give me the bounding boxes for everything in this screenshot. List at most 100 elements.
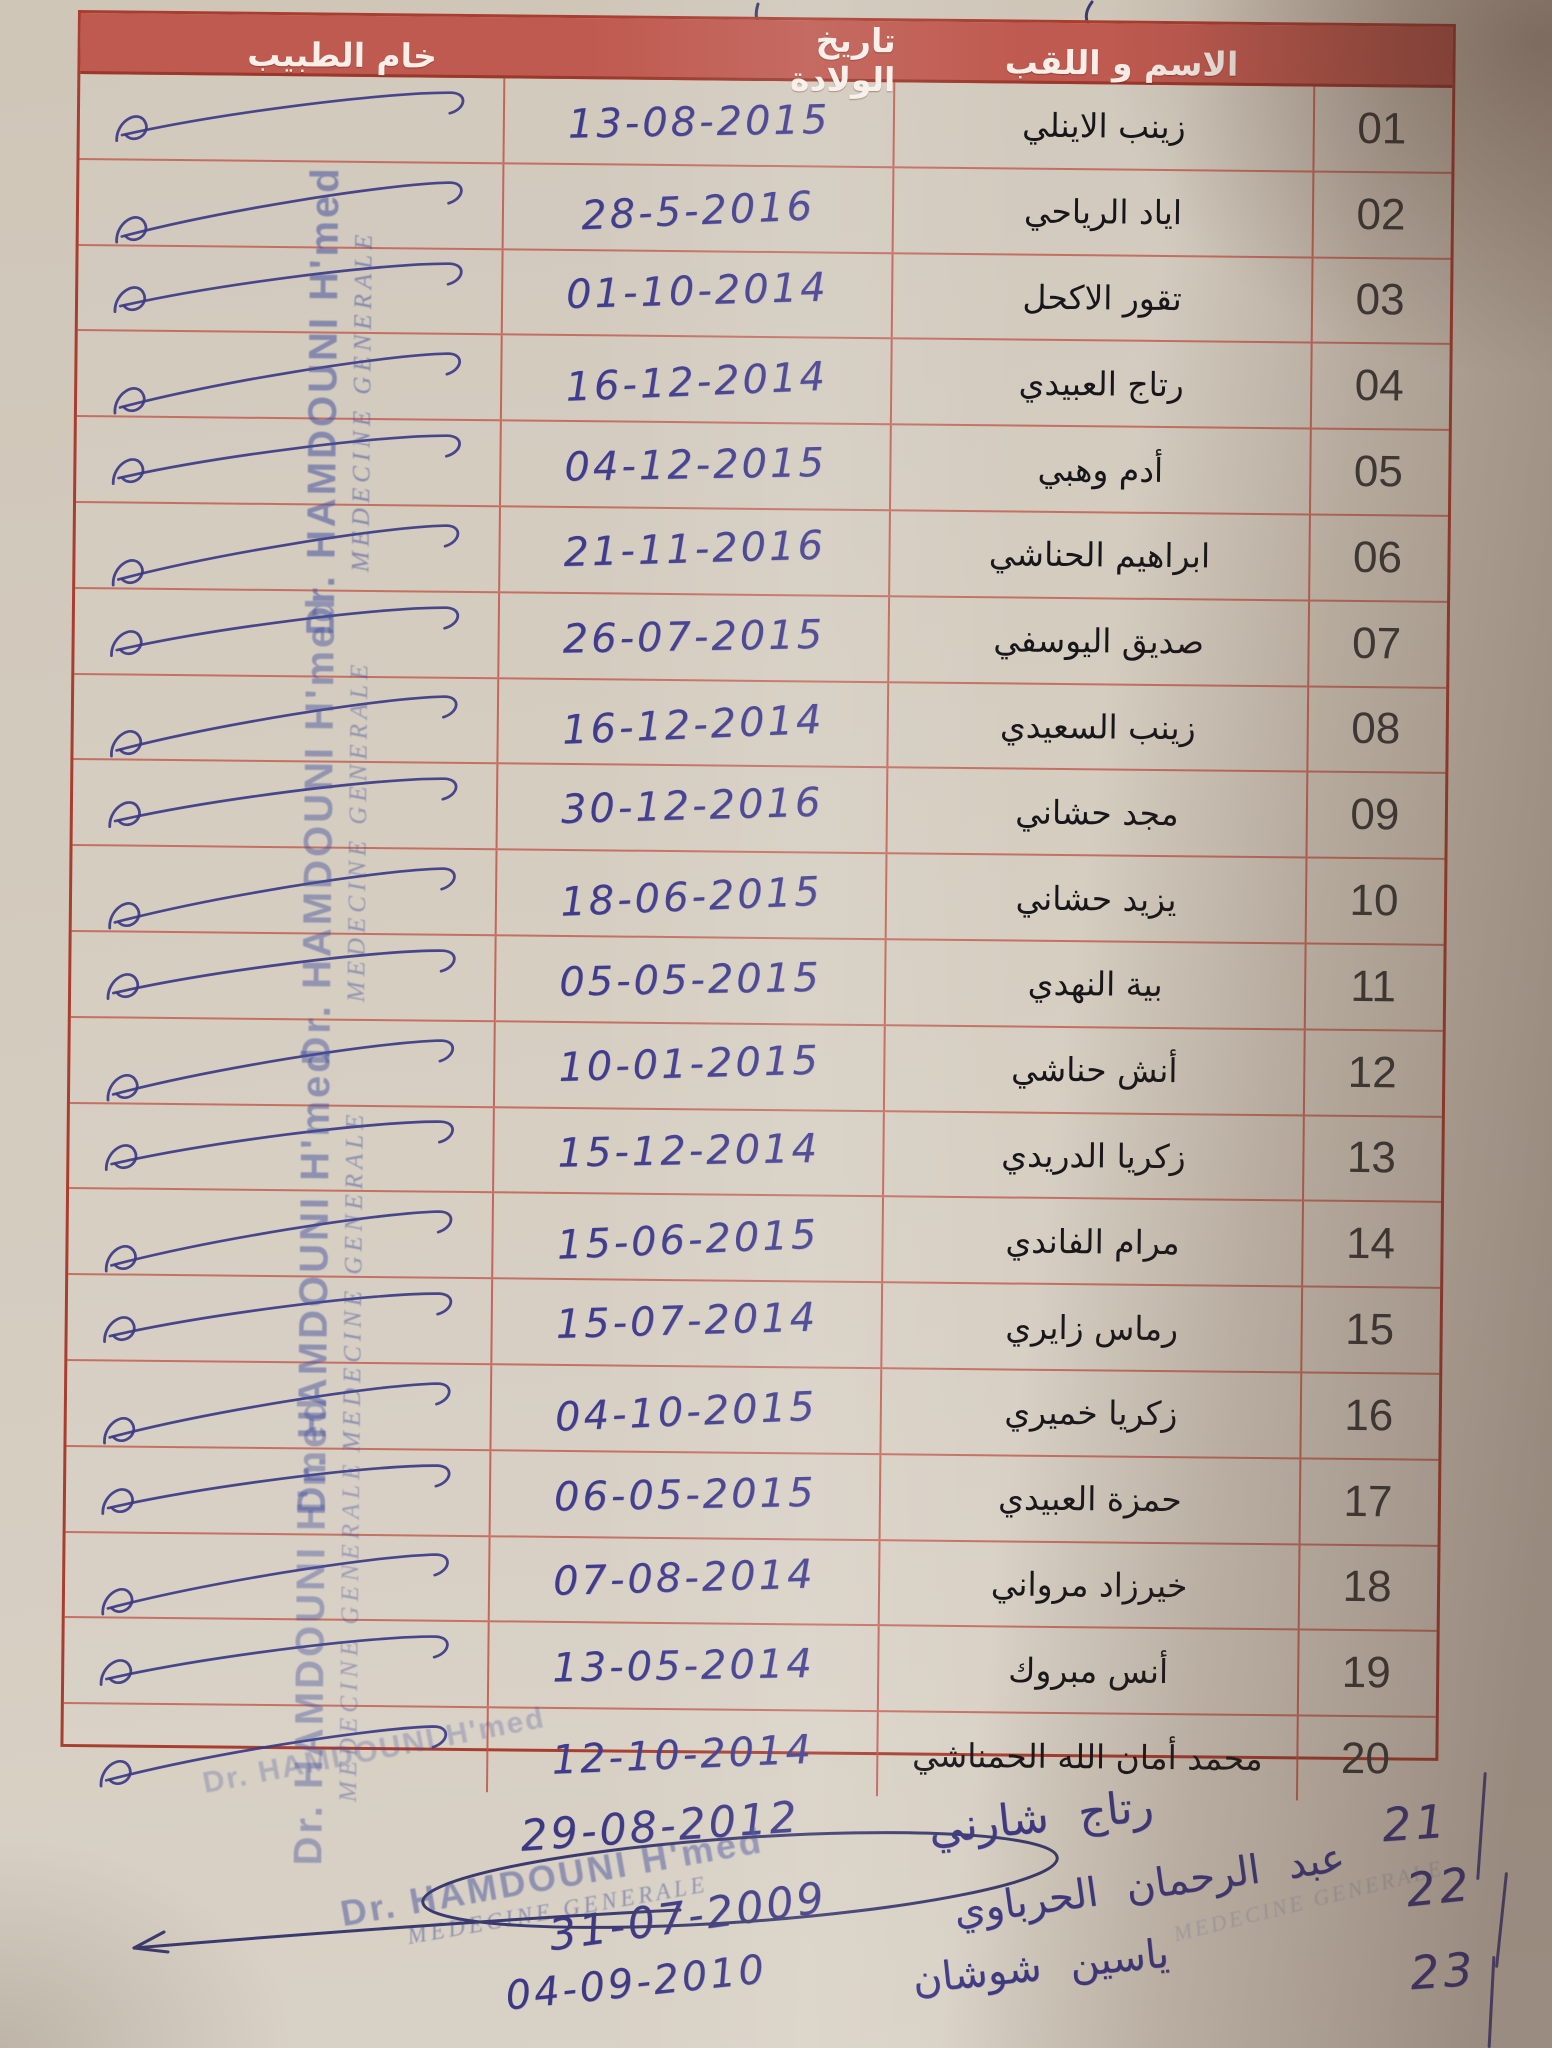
doctor-signature-cell [68, 1189, 492, 1277]
table-row: 16-12-2014 زينب السعيدي 08 [73, 672, 1447, 773]
table-row: 06-05-2015 حمزة العبيدي 17 [65, 1444, 1439, 1545]
signature-scribble [104, 1210, 453, 1273]
birth-date-cell: 05-05-2015 [493, 936, 887, 1024]
birth-date-cell: 12-10-2014 [485, 1708, 879, 1797]
table-row: 04-10-2015 زكريا خميري 16 [66, 1358, 1440, 1459]
birth-date-value: 18-06-2015 [559, 868, 824, 926]
patient-table: خام الطبيب تاريخ الولادة الاسم و اللقب 1… [60, 10, 1456, 1866]
birth-date-value: 04-12-2015 [563, 440, 828, 491]
row-number-cell: 18 [1297, 1544, 1435, 1631]
row-number-cell: 05 [1308, 429, 1446, 515]
table-row: 13-08-2015 زينب الاينلي 01 [80, 74, 1453, 172]
signature-scribble [106, 949, 456, 1000]
doctor-signature-cell [70, 1018, 494, 1106]
row-number-cell: 09 [1305, 772, 1443, 859]
birth-date-value: 28-5-2016 [580, 183, 817, 239]
signature-scribble [106, 1038, 455, 1102]
birth-date-cell: 28-5-2016 [501, 164, 895, 252]
name-value: أنس مبروك [1008, 1650, 1169, 1691]
row-number: 19 [1341, 1648, 1391, 1698]
birth-date-value: 01-10-2014 [565, 265, 829, 319]
birth-date-value: 13-05-2014 [551, 1641, 815, 1692]
row-number-cell: 13 [1302, 1116, 1439, 1202]
name-value: اياد الرياحي [1023, 191, 1183, 233]
table-row: 30-12-2016 مجد حشاني 09 [72, 758, 1446, 859]
name-cell: أنش حناشي [885, 1026, 1304, 1114]
signature-scribble [111, 434, 461, 486]
birth-date-cell: 10-01-2015 [492, 1022, 886, 1110]
table-row: 15-07-2014 رماس زايري 15 [67, 1273, 1441, 1373]
signature-scribble [110, 695, 458, 759]
birth-date-cell: 16-12-2014 [496, 678, 890, 767]
row-number-cell: 14 [1301, 1201, 1438, 1287]
birth-date-value: 16-12-2014 [564, 354, 829, 412]
doctor-signature-cell [66, 1447, 490, 1535]
table-row: 26-07-2015 صديق اليوسفي 07 [74, 586, 1448, 687]
table-row: 28-5-2016 اياد الرياحي 02 [78, 157, 1452, 258]
birth-date-value: 12-10-2014 [550, 1726, 815, 1784]
signature-scribble [99, 1725, 448, 1788]
name-value: مجد حشاني [1015, 792, 1179, 833]
birth-date-cell: 04-10-2015 [489, 1365, 883, 1453]
table-row: 21-11-2016 ابراهيم الحناشي 06 [75, 500, 1448, 601]
row-number-cell: 02 [1311, 172, 1449, 258]
row-number: 21 [1380, 1793, 1451, 1853]
signature-scribble [108, 777, 458, 829]
pen-stroke [1476, 1772, 1487, 1880]
doctor-signature-cell [74, 589, 498, 677]
name-cell: رتاج العبيدي [892, 340, 1311, 428]
table-row: 16-12-2014 رتاج العبيدي 04 [76, 329, 1450, 430]
name-value: صديق اليوسفي [993, 620, 1205, 662]
row-number: 18 [1342, 1562, 1392, 1612]
name-cell: زينب الاينلي [894, 82, 1313, 170]
name-value: زكريا الدريدي [1001, 1135, 1186, 1177]
birth-date-cell: 13-08-2015 [502, 78, 896, 167]
name-value: يزيد حشاني [1015, 878, 1177, 919]
name-value: زكريا خميري [1004, 1392, 1178, 1434]
table-row: 15-06-2015 مرام الفاندي 14 [68, 1187, 1442, 1288]
row-number-cell: 20 [1295, 1716, 1433, 1802]
name-value: أنش حناشي [1010, 1049, 1178, 1091]
doctor-signature-cell [69, 1104, 493, 1192]
name-value: عبد الرحمان الحرباوي [950, 1834, 1348, 1936]
row-number: 14 [1345, 1219, 1396, 1269]
birth-date-value: 29-08-2012 [518, 1792, 802, 1862]
birth-date-cell: 15-06-2015 [491, 1193, 885, 1282]
row-number: 07 [1351, 618, 1402, 669]
row-number-cell: 06 [1308, 515, 1445, 601]
row-number-cell: 04 [1309, 343, 1447, 430]
doctor-signature-cell [79, 160, 503, 248]
signature-scribble [103, 1382, 451, 1445]
row-number-cell: 17 [1298, 1459, 1436, 1545]
birth-date-cell: 13-05-2014 [486, 1622, 880, 1711]
table-row: 15-12-2014 زكريا الدريدي 13 [69, 1101, 1442, 1202]
birth-date-value: 15-12-2014 [556, 1126, 821, 1178]
signature-scribble [113, 352, 461, 415]
name-cell: صديق اليوسفي [889, 597, 1308, 685]
row-number: 20 [1340, 1733, 1391, 1784]
name-value: أدم وهبي [1037, 449, 1164, 490]
row-number: 05 [1353, 447, 1404, 497]
table-row: 05-05-2015 بية النهدي 11 [70, 929, 1444, 1030]
name-value: تقور الاكحل [1022, 277, 1183, 319]
birth-date-value: 04-09-2010 [503, 1946, 770, 2020]
birth-date-cell: 21-11-2016 [498, 507, 891, 596]
name-value: خيرزاد مرواني [990, 1564, 1188, 1606]
table-row: 13-05-2014 أنس مبروك 19 [63, 1616, 1437, 1716]
signature-scribble [104, 1120, 454, 1172]
birth-date-cell: 16-12-2014 [499, 335, 893, 424]
birth-date-value: 05-05-2015 [558, 954, 822, 1006]
row-number: 22 [1403, 1856, 1476, 1918]
birth-date-cell: 06-05-2015 [488, 1450, 882, 1539]
name-cell: بية النهدي [886, 940, 1305, 1028]
signature-scribble [115, 91, 465, 142]
name-cell: مجد حشاني [888, 769, 1307, 857]
birth-date-cell: 01-10-2014 [500, 249, 894, 338]
birth-date-value: 15-06-2015 [555, 1211, 820, 1270]
doctor-signature-cell [77, 331, 501, 419]
name-value: ابراهيم الحناشي [988, 534, 1211, 576]
table-body: 13-08-2015 زينب الاينلي 01 28-5-2016 ايا… [63, 74, 1452, 1802]
birth-date-value: 21-11-2016 [562, 522, 827, 576]
signature-scribble [99, 1635, 449, 1687]
name-value: زينب السعيدي [999, 706, 1196, 748]
